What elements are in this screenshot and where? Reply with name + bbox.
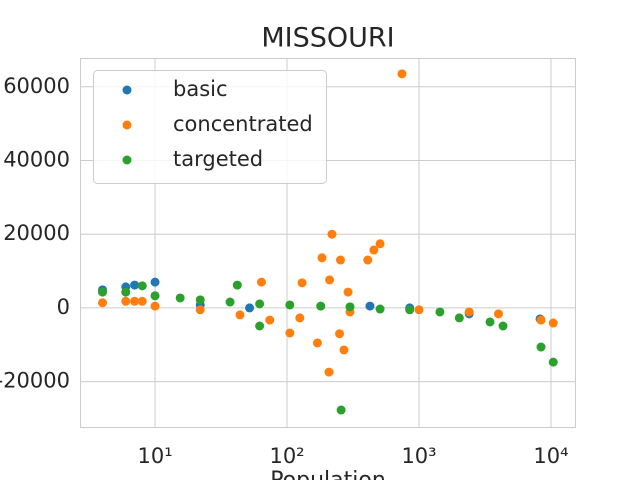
legend-marker <box>122 85 132 95</box>
scatter-point <box>324 367 334 377</box>
scatter-point <box>137 281 147 291</box>
scatter-point <box>130 296 140 306</box>
y-tick-label: -20000 <box>0 369 70 393</box>
scatter-point <box>195 305 205 315</box>
scatter-point <box>454 313 464 323</box>
y-tick-label: 40000 <box>3 147 70 171</box>
scatter-point <box>343 287 353 297</box>
scatter-point <box>137 296 147 306</box>
y-tick-label: 20000 <box>3 221 70 245</box>
scatter-point <box>363 255 373 265</box>
legend-marker <box>122 120 132 130</box>
x-tick-label: 10⁴ <box>533 444 568 468</box>
scatter-point <box>317 253 327 263</box>
scatter-point <box>255 299 265 309</box>
y-tick-label: 0 <box>57 295 70 319</box>
scatter-point <box>285 328 295 338</box>
legend-marker <box>122 155 132 165</box>
scatter-point <box>265 315 275 325</box>
scatter-point <box>464 307 474 317</box>
scatter-point <box>232 280 242 290</box>
scatter-point <box>316 301 326 311</box>
x-tick-label: 10² <box>269 444 304 468</box>
scatter-point <box>245 303 255 313</box>
scatter-point <box>312 338 322 348</box>
scatter-point <box>235 310 245 320</box>
scatter-point <box>536 315 546 325</box>
scatter-point <box>325 275 335 285</box>
scatter-point <box>175 293 185 303</box>
scatter-point <box>365 301 375 311</box>
scatter-point <box>327 229 337 239</box>
scatter-point <box>498 321 508 331</box>
scatter-point <box>339 345 349 355</box>
scatter-point <box>121 296 131 306</box>
scatter-point <box>297 278 307 288</box>
scatter-point <box>130 280 140 290</box>
x-tick-label: 10³ <box>401 444 436 468</box>
scatter-point <box>397 69 407 79</box>
legend-label: basic <box>173 77 228 101</box>
scatter-point <box>150 301 160 311</box>
scatter-point <box>285 300 295 310</box>
x-axis-label: Population <box>270 468 386 480</box>
scatter-point <box>336 405 346 415</box>
scatter-point <box>548 357 558 367</box>
scatter-point <box>195 295 205 305</box>
scatter-point <box>493 309 503 319</box>
scatter-point <box>414 305 424 315</box>
legend-label: concentrated <box>173 112 313 136</box>
scatter-point <box>335 329 345 339</box>
scatter-point <box>375 239 385 249</box>
legend-box <box>93 70 327 184</box>
y-tick-label: 60000 <box>3 74 70 98</box>
scatter-point <box>435 307 445 317</box>
scatter-point <box>375 304 385 314</box>
scatter-point <box>405 305 415 315</box>
scatter-point <box>295 313 305 323</box>
scatter-point <box>150 291 160 301</box>
legend-label: targeted <box>173 147 263 171</box>
scatter-point <box>256 277 266 287</box>
scatter-point <box>98 287 108 297</box>
scatter-point <box>536 342 546 352</box>
chart-title: MISSOURI <box>261 23 394 54</box>
scatter-point <box>485 317 495 327</box>
scatter-point <box>369 245 379 255</box>
x-tick-label: 10¹ <box>137 444 172 468</box>
scatter-point <box>335 255 345 265</box>
scatter-point <box>548 318 558 328</box>
scatter-point <box>255 321 265 331</box>
scatter-point <box>345 302 355 312</box>
scatter-point <box>98 298 108 308</box>
scatter-point <box>121 287 131 297</box>
scatter-point <box>225 297 235 307</box>
scatter-point <box>150 277 160 287</box>
